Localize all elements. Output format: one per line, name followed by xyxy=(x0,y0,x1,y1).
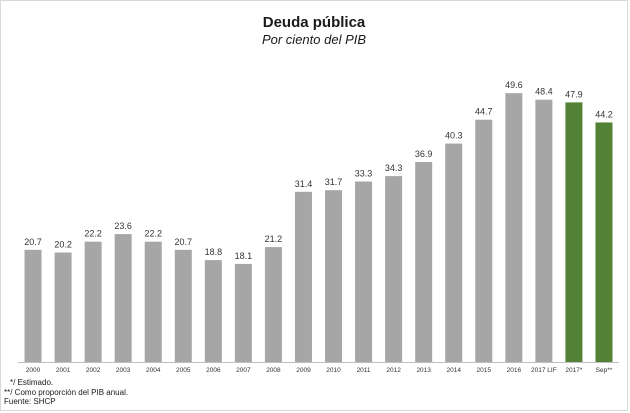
chart-title: Deuda pública xyxy=(262,14,366,31)
bar-2001 xyxy=(54,252,72,362)
value-label-2005: 20.7 xyxy=(175,237,193,247)
category-label-2004: 2004 xyxy=(146,367,161,374)
bar-2008 xyxy=(264,247,282,362)
footnotes: */ Estimado. **/ Como proporción del PIB… xyxy=(4,378,128,407)
bar-2017-lif xyxy=(535,99,553,363)
category-label-2017-lif: 2017 LIF xyxy=(531,367,557,374)
value-label-2007: 18.1 xyxy=(235,251,253,261)
bar-2015 xyxy=(475,119,493,362)
value-label-sep: 44.2 xyxy=(595,109,613,119)
category-label-2012: 2012 xyxy=(386,367,401,374)
value-label-2017-lif: 48.4 xyxy=(535,87,553,97)
category-label-2001: 2001 xyxy=(56,367,71,374)
category-label-2009: 2009 xyxy=(296,367,311,374)
bar-2010 xyxy=(325,190,343,362)
bar-2002 xyxy=(84,241,102,362)
footnote-gdp-ratio: **/ Como proporción del PIB anual. xyxy=(4,387,129,397)
bar-2004 xyxy=(144,241,162,362)
bar-2017 xyxy=(565,102,583,362)
bar-2005 xyxy=(174,249,192,362)
value-label-2013: 36.9 xyxy=(415,149,433,159)
bar-2016 xyxy=(505,93,523,363)
category-labels-group: 2000 2001 2002 2003 2004 2005 2006 2007 2008 2009… xyxy=(26,367,613,374)
value-label-2015: 44.7 xyxy=(475,107,493,117)
category-label-2002: 2002 xyxy=(86,367,101,374)
value-label-2016: 49.6 xyxy=(505,80,523,90)
value-label-2006: 18.8 xyxy=(205,247,223,257)
value-label-2003: 23.6 xyxy=(114,221,132,231)
bar-2014 xyxy=(445,143,463,362)
category-label-2007: 2007 xyxy=(236,367,251,374)
bar-2006 xyxy=(204,260,222,362)
value-label-2010: 31.7 xyxy=(325,177,343,187)
value-label-2002: 22.2 xyxy=(84,229,102,239)
value-label-2014: 40.3 xyxy=(445,131,463,141)
chart-subtitle: Por ciento del PIB xyxy=(261,32,367,47)
bar-2012 xyxy=(385,176,403,362)
value-label-2012: 34.3 xyxy=(385,163,403,173)
value-label-2000: 20.7 xyxy=(24,237,42,247)
category-label-2015: 2015 xyxy=(477,367,492,374)
value-label-2004: 22.2 xyxy=(144,229,162,239)
bar-2007 xyxy=(234,263,252,362)
value-label-2001: 20.2 xyxy=(54,240,72,250)
bar-sep xyxy=(595,122,613,362)
category-label-sep: Sep** xyxy=(596,367,613,374)
category-label-2006: 2006 xyxy=(206,367,221,374)
category-label-2008: 2008 xyxy=(266,367,281,374)
value-label-2008: 21.2 xyxy=(265,234,283,244)
category-label-2005: 2005 xyxy=(176,367,191,374)
bar-2009 xyxy=(294,191,312,362)
category-label-2011: 2011 xyxy=(357,367,371,374)
category-label-2003: 2003 xyxy=(116,367,131,374)
value-label-2017: 47.9 xyxy=(565,89,583,99)
category-label-2014: 2014 xyxy=(446,367,461,374)
category-label-2017: 2017* xyxy=(565,367,582,374)
bar-2003 xyxy=(114,234,132,362)
category-label-2013: 2013 xyxy=(416,367,431,374)
bar-2011 xyxy=(355,181,373,362)
value-label-2011: 33.3 xyxy=(355,169,373,179)
footnote-estimated: */ Estimado. xyxy=(10,378,54,387)
footnote-source: Fuente: SHCP xyxy=(4,397,56,406)
value-label-2009: 31.4 xyxy=(295,179,313,189)
bar-2013 xyxy=(415,162,433,362)
category-label-2010: 2010 xyxy=(326,367,341,374)
bar-2000 xyxy=(24,249,42,362)
category-label-2000: 2000 xyxy=(26,367,41,374)
category-label-2016: 2016 xyxy=(507,367,522,374)
value-labels-group: 20.7 20.2 22.2 23.6 22.2 20.7 18.8 18.1 21.2 31.4… xyxy=(24,80,612,261)
bars-group xyxy=(24,93,613,363)
